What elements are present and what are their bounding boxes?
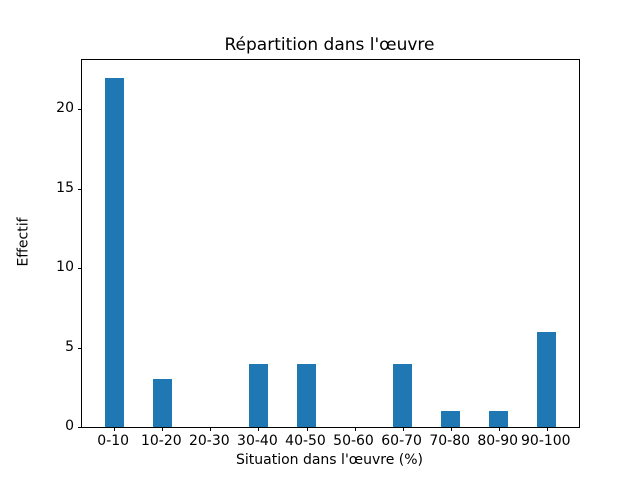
bar-80-90: [489, 411, 509, 427]
x-tick-label-50-60: 50-60: [333, 433, 374, 449]
y-tick-label-0: 0: [65, 418, 74, 434]
plot-area: [78, 59, 580, 431]
y-tick-mark-10: [78, 268, 82, 270]
x-tick-label-80-90: 80-90: [477, 433, 519, 449]
x-tick-label-10-20: 10-20: [140, 433, 182, 449]
y-tick-mark-15: [78, 188, 82, 190]
y-tick-mark-5: [78, 347, 82, 349]
x-tick-label-90-100: 90-100: [521, 433, 571, 449]
bar-0-10: [104, 77, 124, 427]
x-tick-label-40-50: 40-50: [285, 433, 326, 449]
y-tick-label-10: 10: [56, 259, 74, 276]
x-tick-mark-30-40: [258, 427, 260, 431]
bar-10-20: [152, 379, 172, 427]
x-tick-mark-20-30: [210, 427, 212, 431]
bar-30-40: [248, 363, 268, 427]
x-tick-mark-80-90: [498, 427, 500, 431]
y-tick-label-5: 5: [65, 338, 74, 355]
x-axis-label: Situation dans l'œuvre (%): [235, 452, 424, 468]
x-tick-label-20-30: 20-30: [188, 433, 230, 449]
x-tick-mark-60-70: [402, 427, 404, 431]
x-tick-mark-0-10: [114, 427, 116, 431]
y-tick-mark-20: [78, 109, 82, 111]
x-tick-mark-70-80: [450, 427, 452, 431]
x-tick-mark-40-50: [306, 427, 308, 431]
bar-40-50: [296, 363, 317, 427]
x-tick-label-0-10: 0-10: [97, 433, 130, 449]
y-axis-label: Effectif: [15, 217, 32, 267]
bar-70-80: [441, 411, 461, 427]
x-tick-label-70-80: 70-80: [429, 433, 471, 449]
x-tick-mark-90-100: [546, 427, 548, 431]
x-tick-mark-50-60: [354, 427, 356, 431]
y-tick-label-15: 15: [56, 179, 74, 196]
x-tick-label-60-70: 60-70: [381, 433, 422, 449]
x-tick-label-30-40: 30-40: [237, 433, 278, 449]
y-tick-label-20: 20: [56, 100, 74, 117]
bar-90-100: [537, 331, 557, 427]
y-tick-mark-0: [78, 427, 82, 428]
chart-title: Répartition dans l'œuvre: [224, 35, 435, 55]
x-tick-mark-10-20: [162, 427, 164, 431]
bar-60-70: [393, 363, 413, 427]
